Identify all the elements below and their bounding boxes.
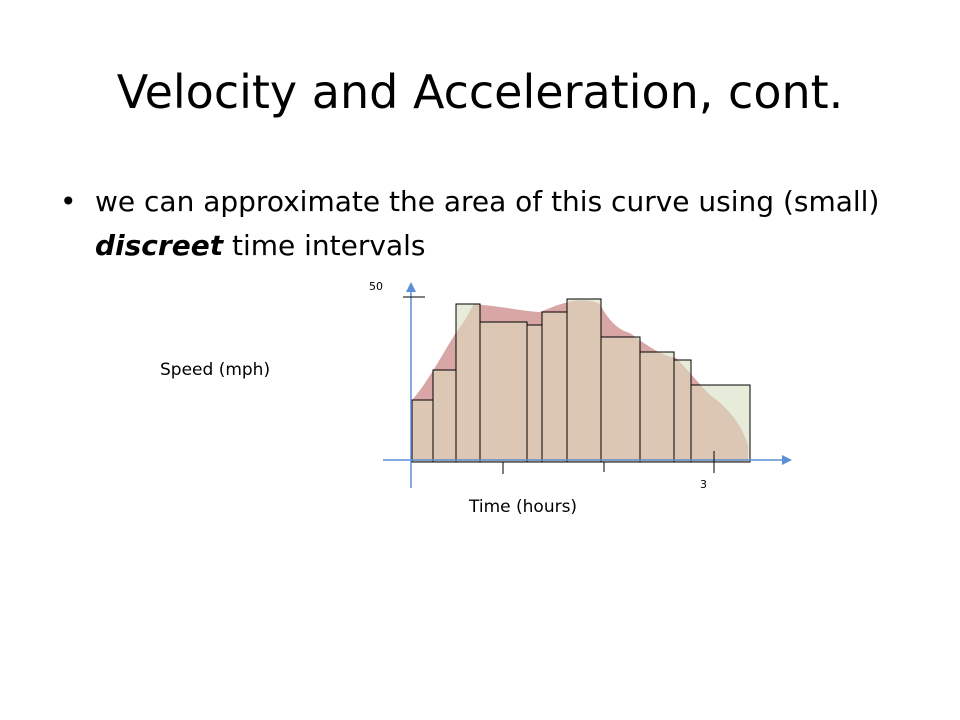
y-axis-label: Speed (mph) [160, 360, 271, 380]
y-tick-label: 50 [369, 280, 383, 293]
bullet-text-end: time intervals [223, 229, 426, 262]
overlap-area [412, 300, 748, 462]
x-tick-label: 3 [700, 478, 707, 491]
interval-bar-outlines [411, 298, 751, 463]
slide-title: Velocity and Acceleration, cont. [116, 65, 844, 119]
bullet-item: we can approximate the area of this curv… [60, 180, 880, 268]
bullet-list: we can approximate the area of this curv… [60, 180, 880, 268]
x-axis-label: Time (hours) [469, 497, 578, 517]
bullet-text-start: we can approximate the area of this curv… [95, 185, 880, 218]
bullet-emphasis: discreet [95, 229, 224, 262]
